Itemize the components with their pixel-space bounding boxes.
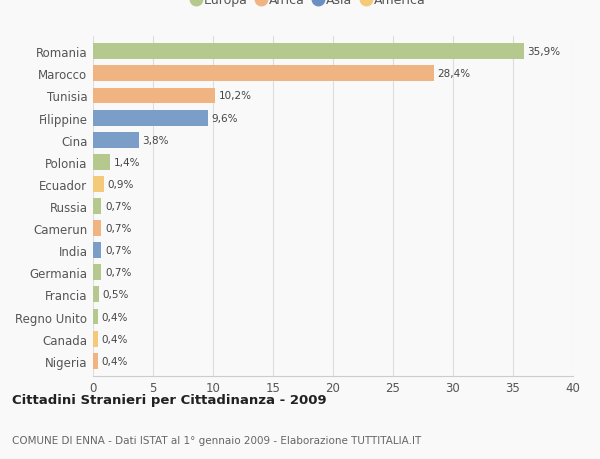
Text: 3,8%: 3,8% [142, 135, 169, 146]
Text: 10,2%: 10,2% [219, 91, 252, 101]
Bar [93, 287, 99, 303]
Text: 0,7%: 0,7% [105, 202, 131, 212]
Bar [93, 44, 524, 60]
Text: 0,7%: 0,7% [105, 268, 131, 278]
Text: 0,7%: 0,7% [105, 246, 131, 256]
Bar [93, 309, 98, 325]
Text: 0,4%: 0,4% [101, 312, 128, 322]
Text: 0,5%: 0,5% [103, 290, 129, 300]
Bar [93, 265, 101, 280]
Text: 9,6%: 9,6% [212, 113, 238, 123]
Bar [93, 66, 434, 82]
Bar [93, 110, 208, 126]
Text: Cittadini Stranieri per Cittadinanza - 2009: Cittadini Stranieri per Cittadinanza - 2… [12, 393, 326, 406]
Bar [93, 88, 215, 104]
Text: 0,4%: 0,4% [101, 334, 128, 344]
Bar [93, 133, 139, 148]
Bar [93, 155, 110, 170]
Bar [93, 331, 98, 347]
Bar [93, 177, 104, 192]
Text: 0,7%: 0,7% [105, 224, 131, 234]
Text: 28,4%: 28,4% [437, 69, 470, 79]
Legend: Europa, Africa, Asia, America: Europa, Africa, Asia, America [189, 0, 429, 11]
Text: 35,9%: 35,9% [527, 47, 560, 57]
Bar [93, 353, 98, 369]
Bar [93, 199, 101, 214]
Text: 0,4%: 0,4% [101, 356, 128, 366]
Text: 0,9%: 0,9% [107, 179, 134, 190]
Bar [93, 243, 101, 258]
Text: COMUNE DI ENNA - Dati ISTAT al 1° gennaio 2009 - Elaborazione TUTTITALIA.IT: COMUNE DI ENNA - Dati ISTAT al 1° gennai… [12, 435, 421, 445]
Bar [93, 221, 101, 236]
Text: 1,4%: 1,4% [113, 157, 140, 168]
